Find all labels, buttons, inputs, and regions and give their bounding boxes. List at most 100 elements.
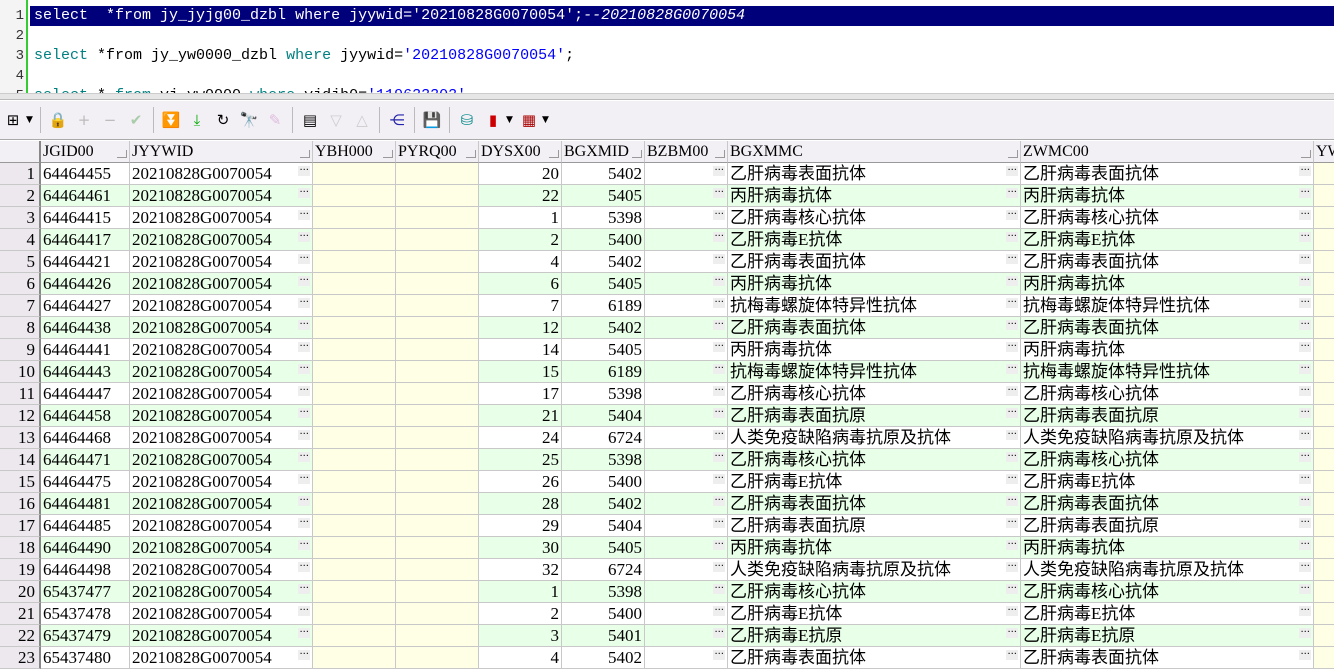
row-number[interactable]: 23	[0, 647, 41, 669]
code-line[interactable]: select *from jy_yw0000_dzbl where jyywid…	[34, 46, 574, 66]
cell-zwmc00[interactable]: 乙肝病毒表面抗体 ···	[1021, 493, 1314, 515]
cell-pyrq00[interactable]	[396, 163, 479, 185]
cell-yw[interactable]	[1314, 383, 1334, 405]
table-row[interactable]: 15 64464475 20210828G0070054 ··· 26 5400 ··· 乙肝…	[0, 471, 1334, 493]
table-button[interactable]: ▦	[517, 108, 541, 132]
cell-edit-button[interactable]: ···	[1006, 165, 1018, 176]
cell-ybh000[interactable]	[313, 493, 396, 515]
cell-dysx00[interactable]: 4	[479, 647, 562, 669]
table-row[interactable]: 3 64464415 20210828G0070054 ··· 1 5398 ··· 乙肝病毒…	[0, 207, 1334, 229]
table-row[interactable]: 7 64464427 20210828G0070054 ··· 7 6189 ··· 抗梅毒螺…	[0, 295, 1334, 317]
row-number[interactable]: 13	[0, 427, 41, 449]
column-resize-handle[interactable]	[300, 150, 310, 158]
cell-pyrq00[interactable]	[396, 251, 479, 273]
table-row[interactable]: 22 65437479 20210828G0070054 ··· 3 5401 ··· 乙肝病…	[0, 625, 1334, 647]
cell-bgxmid[interactable]: 5398	[562, 581, 645, 603]
cell-dysx00[interactable]: 20	[479, 163, 562, 185]
table-row[interactable]: 5 64464421 20210828G0070054 ··· 4 5402 ··· 乙肝病毒…	[0, 251, 1334, 273]
cell-edit-button[interactable]: ···	[1006, 187, 1018, 198]
cell-jgid00[interactable]: 64464458	[41, 405, 130, 427]
cell-yw[interactable]	[1314, 559, 1334, 581]
cell-zwmc00[interactable]: 乙肝病毒表面抗原 ···	[1021, 515, 1314, 537]
table-row[interactable]: 2 64464461 20210828G0070054 ··· 22 5405 ··· 丙肝病…	[0, 185, 1334, 207]
cell-edit-button[interactable]: ···	[298, 363, 310, 374]
column-header-pyrq00[interactable]: PYRQ00	[396, 141, 479, 163]
cell-bzbm00[interactable]: ···	[645, 581, 728, 603]
cell-edit-button[interactable]: ···	[1299, 627, 1311, 638]
cell-bgxmmc[interactable]: 乙肝病毒E抗体 ···	[728, 229, 1021, 251]
cell-yw[interactable]	[1314, 207, 1334, 229]
cell-bgxmid[interactable]: 5398	[562, 383, 645, 405]
cell-pyrq00[interactable]	[396, 229, 479, 251]
column-header-dysx00[interactable]: DYSX00	[479, 141, 562, 163]
cell-edit-button[interactable]: ···	[713, 297, 725, 308]
cell-dysx00[interactable]: 28	[479, 493, 562, 515]
row-number[interactable]: 5	[0, 251, 41, 273]
cell-jgid00[interactable]: 64464441	[41, 339, 130, 361]
cell-zwmc00[interactable]: 乙肝病毒E抗体 ···	[1021, 229, 1314, 251]
cell-yw[interactable]	[1314, 493, 1334, 515]
cell-edit-button[interactable]: ···	[298, 231, 310, 242]
cell-bgxmmc[interactable]: 人类免疫缺陷病毒抗原及抗体 ···	[728, 559, 1021, 581]
cell-edit-button[interactable]: ···	[1006, 561, 1018, 572]
code-line[interactable]: select *from jy_jyjg00_dzbl where jyywid…	[30, 6, 1334, 26]
cell-dysx00[interactable]: 1	[479, 207, 562, 229]
cell-pyrq00[interactable]	[396, 647, 479, 669]
cell-pyrq00[interactable]	[396, 493, 479, 515]
cell-bzbm00[interactable]: ···	[645, 405, 728, 427]
cell-jyywid[interactable]: 20210828G0070054 ···	[130, 317, 313, 339]
cell-bgxmmc[interactable]: 乙肝病毒核心抗体 ···	[728, 383, 1021, 405]
cell-ybh000[interactable]	[313, 581, 396, 603]
cell-ybh000[interactable]	[313, 647, 396, 669]
cell-bzbm00[interactable]: ···	[645, 383, 728, 405]
cell-edit-button[interactable]: ···	[1006, 583, 1018, 594]
table-row[interactable]: 19 64464498 20210828G0070054 ··· 32 6724 ··· 人类…	[0, 559, 1334, 581]
cell-jyywid[interactable]: 20210828G0070054 ···	[130, 339, 313, 361]
cell-bzbm00[interactable]: ···	[645, 207, 728, 229]
cell-jgid00[interactable]: 64464426	[41, 273, 130, 295]
row-number[interactable]: 8	[0, 317, 41, 339]
cell-edit-button[interactable]: ···	[713, 165, 725, 176]
table-row[interactable]: 14 64464471 20210828G0070054 ··· 25 5398 ··· 乙肝…	[0, 449, 1334, 471]
cell-edit-button[interactable]: ···	[1299, 341, 1311, 352]
cell-bgxmid[interactable]: 6189	[562, 295, 645, 317]
cell-edit-button[interactable]: ···	[1006, 539, 1018, 550]
cell-edit-button[interactable]: ···	[1299, 495, 1311, 506]
cell-jgid00[interactable]: 64464421	[41, 251, 130, 273]
cell-bzbm00[interactable]: ···	[645, 163, 728, 185]
cell-yw[interactable]	[1314, 647, 1334, 669]
cell-bgxmmc[interactable]: 乙肝病毒表面抗体 ···	[728, 317, 1021, 339]
dropdown-arrow-icon[interactable]: ▼	[542, 115, 549, 125]
cell-dysx00[interactable]: 1	[479, 581, 562, 603]
cell-bzbm00[interactable]: ···	[645, 317, 728, 339]
cell-edit-button[interactable]: ···	[1299, 649, 1311, 660]
code-line[interactable]: select * from yj_yw0000 where yjdjh0='11…	[34, 86, 466, 93]
cell-zwmc00[interactable]: 乙肝病毒表面抗体 ···	[1021, 317, 1314, 339]
cell-yw[interactable]	[1314, 449, 1334, 471]
cell-pyrq00[interactable]	[396, 295, 479, 317]
cell-jgid00[interactable]: 64464481	[41, 493, 130, 515]
cell-jgid00[interactable]: 65437479	[41, 625, 130, 647]
cell-edit-button[interactable]: ···	[1299, 539, 1311, 550]
cell-jyywid[interactable]: 20210828G0070054 ···	[130, 537, 313, 559]
cell-edit-button[interactable]: ···	[298, 253, 310, 264]
post-changes-button[interactable]: ✔	[124, 108, 148, 132]
cell-bgxmmc[interactable]: 丙肝病毒抗体 ···	[728, 537, 1021, 559]
cell-bgxmmc[interactable]: 乙肝病毒E抗体 ···	[728, 603, 1021, 625]
cell-bzbm00[interactable]: ···	[645, 295, 728, 317]
cell-jyywid[interactable]: 20210828G0070054 ···	[130, 383, 313, 405]
cell-bgxmmc[interactable]: 丙肝病毒抗体 ···	[728, 185, 1021, 207]
cell-zwmc00[interactable]: 丙肝病毒抗体 ···	[1021, 185, 1314, 207]
cell-bgxmmc[interactable]: 丙肝病毒抗体 ···	[728, 273, 1021, 295]
cell-edit-button[interactable]: ···	[713, 561, 725, 572]
cell-edit-button[interactable]: ···	[713, 231, 725, 242]
cell-zwmc00[interactable]: 丙肝病毒抗体 ···	[1021, 273, 1314, 295]
cell-dysx00[interactable]: 2	[479, 229, 562, 251]
cell-jgid00[interactable]: 64464417	[41, 229, 130, 251]
cell-edit-button[interactable]: ···	[713, 649, 725, 660]
cell-edit-button[interactable]: ···	[298, 649, 310, 660]
cell-zwmc00[interactable]: 人类免疫缺陷病毒抗原及抗体 ···	[1021, 427, 1314, 449]
fetch-last-button[interactable]: ⤓	[185, 108, 209, 132]
cell-edit-button[interactable]: ···	[298, 209, 310, 220]
cell-edit-button[interactable]: ···	[298, 385, 310, 396]
